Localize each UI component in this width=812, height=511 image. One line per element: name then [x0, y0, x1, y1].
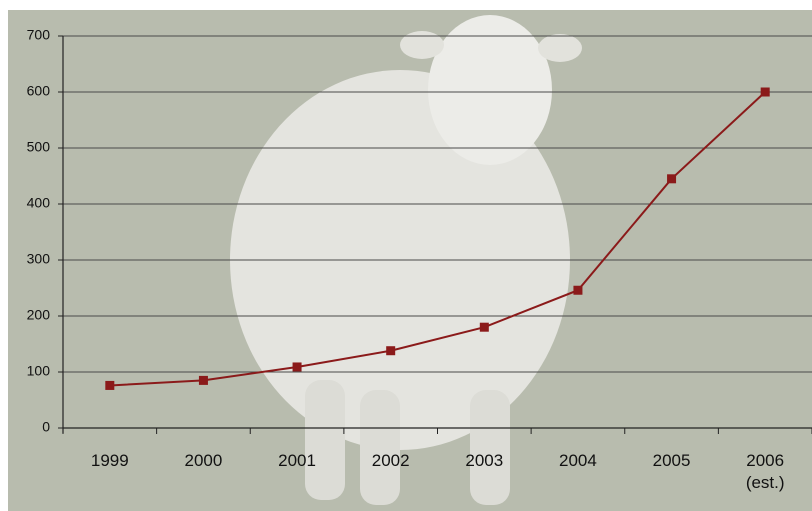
x-tick-label: 2001 [278, 451, 316, 470]
marker [292, 362, 302, 372]
x-tick-label: 2006 (est.) [745, 451, 785, 492]
y-tick-label: 400 [27, 195, 51, 211]
marker [105, 380, 115, 390]
marker [760, 87, 770, 97]
x-tick-label: 2004 [559, 451, 597, 470]
line [109, 91, 766, 387]
y-tick-label: 100 [27, 363, 51, 379]
marker [667, 174, 677, 184]
x-tick-label: 2002 [371, 451, 410, 470]
y-tick-label: 600 [27, 83, 51, 99]
marker [573, 285, 583, 295]
marker [198, 375, 208, 385]
marker [386, 346, 396, 356]
sheep-leg [470, 390, 510, 505]
sheep-ear [538, 34, 582, 62]
marker [479, 322, 489, 332]
x-tick-label: 2005 [652, 451, 691, 470]
sheep-ear [400, 31, 444, 59]
sheep-leg [360, 390, 400, 505]
x-tick-label: 2000 [184, 451, 223, 470]
sheep-leg [305, 380, 345, 500]
y-tick-label: 200 [27, 307, 51, 323]
x-tick-label: 1999 [90, 451, 129, 470]
y-tick-label: 700 [27, 27, 51, 43]
x-tick-label: 2003 [465, 451, 504, 470]
y-tick-label: 500 [27, 139, 51, 155]
sheep-head [428, 15, 552, 165]
y-tick-label: 300 [27, 251, 51, 267]
y-tick-label: 0 [42, 419, 50, 435]
